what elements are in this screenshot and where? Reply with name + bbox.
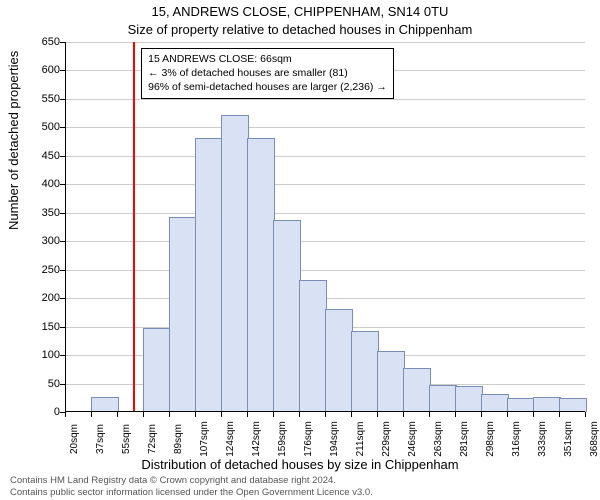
histogram-bar	[169, 217, 197, 412]
x-tick-mark	[455, 412, 456, 417]
y-axis-title: Number of detached properties	[6, 51, 21, 230]
histogram-bar	[559, 398, 587, 412]
histogram-bar	[429, 385, 457, 412]
x-tick-label: 229sqm	[381, 421, 392, 457]
histogram-bar	[325, 309, 353, 412]
x-tick-mark	[403, 412, 404, 417]
y-tick-label: 600	[25, 64, 60, 76]
x-tick-label: 246sqm	[407, 421, 418, 457]
annotation-box: 15 ANDREWS CLOSE: 66sqm← 3% of detached …	[141, 48, 394, 99]
y-tick-label: 650	[25, 36, 60, 48]
annotation-line3: 96% of semi-detached houses are larger (…	[148, 80, 387, 94]
histogram-bar	[403, 368, 431, 412]
x-tick-mark	[429, 412, 430, 417]
x-tick-mark	[273, 412, 274, 417]
annotation-line1: 15 ANDREWS CLOSE: 66sqm	[148, 52, 387, 66]
grid-line	[65, 241, 585, 242]
histogram-bar	[273, 220, 301, 412]
footer-line1: Contains HM Land Registry data © Crown c…	[10, 475, 336, 486]
x-tick-label: 20sqm	[69, 424, 80, 454]
histogram-bar	[481, 394, 509, 412]
histogram-bar	[507, 398, 535, 412]
x-tick-mark	[325, 412, 326, 417]
histogram-bar	[533, 397, 561, 412]
x-tick-mark	[585, 412, 586, 417]
histogram-bar	[91, 397, 119, 412]
x-tick-label: 124sqm	[225, 421, 236, 457]
histogram-bar	[351, 331, 379, 412]
x-tick-mark	[195, 412, 196, 417]
x-tick-mark	[91, 412, 92, 417]
x-tick-mark	[299, 412, 300, 417]
x-tick-label: 37sqm	[95, 424, 106, 454]
chart-container: 15, ANDREWS CLOSE, CHIPPENHAM, SN14 0TU …	[0, 0, 600, 500]
x-tick-mark	[221, 412, 222, 417]
x-axis-title: Distribution of detached houses by size …	[0, 457, 600, 472]
grid-line	[65, 213, 585, 214]
x-tick-label: 281sqm	[459, 421, 470, 457]
x-tick-label: 298sqm	[485, 421, 496, 457]
x-tick-label: 194sqm	[329, 421, 340, 457]
grid-line	[65, 270, 585, 271]
histogram-bar	[195, 138, 223, 412]
histogram-bar	[299, 280, 327, 412]
y-tick-label: 100	[25, 349, 60, 361]
annotation-line2: ← 3% of detached houses are smaller (81)	[148, 66, 387, 80]
x-tick-label: 211sqm	[355, 422, 366, 457]
y-tick-label: 500	[25, 121, 60, 133]
y-tick-label: 550	[25, 93, 60, 105]
grid-line	[65, 184, 585, 185]
x-tick-mark	[507, 412, 508, 417]
x-tick-mark	[559, 412, 560, 417]
chart-title-line2: Size of property relative to detached ho…	[0, 22, 600, 37]
y-tick-label: 150	[25, 321, 60, 333]
histogram-bar	[247, 138, 275, 412]
y-tick-label: 0	[25, 406, 60, 418]
grid-line	[65, 127, 585, 128]
x-tick-label: 89sqm	[173, 424, 184, 454]
x-tick-mark	[351, 412, 352, 417]
y-tick-label: 300	[25, 235, 60, 247]
histogram-bar	[455, 386, 483, 412]
histogram-bar	[221, 115, 249, 412]
x-tick-label: 316sqm	[511, 421, 522, 457]
x-tick-mark	[481, 412, 482, 417]
x-axis-line	[65, 411, 585, 412]
x-tick-mark	[169, 412, 170, 417]
y-tick-label: 250	[25, 264, 60, 276]
x-tick-label: 351sqm	[563, 421, 574, 457]
grid-line	[65, 99, 585, 100]
histogram-bar	[143, 328, 171, 412]
chart-title-line1: 15, ANDREWS CLOSE, CHIPPENHAM, SN14 0TU	[0, 4, 600, 19]
footer-line2: Contains public sector information licen…	[10, 487, 373, 498]
y-tick-label: 400	[25, 178, 60, 190]
y-tick-label: 350	[25, 207, 60, 219]
grid-line	[65, 156, 585, 157]
y-tick-label: 50	[25, 378, 60, 390]
x-tick-label: 142sqm	[251, 421, 262, 457]
x-tick-label: 55sqm	[121, 424, 132, 454]
x-tick-label: 72sqm	[147, 424, 158, 454]
x-tick-mark	[377, 412, 378, 417]
grid-line	[65, 42, 585, 43]
x-tick-label: 107sqm	[199, 421, 210, 457]
x-tick-label: 333sqm	[537, 421, 548, 457]
x-tick-label: 159sqm	[277, 421, 288, 457]
property-marker-line	[133, 42, 135, 412]
x-tick-mark	[533, 412, 534, 417]
x-tick-label: 263sqm	[433, 421, 444, 457]
x-tick-mark	[117, 412, 118, 417]
y-tick-label: 450	[25, 150, 60, 162]
x-tick-label: 176sqm	[303, 421, 314, 457]
plot-area: 15 ANDREWS CLOSE: 66sqm← 3% of detached …	[65, 42, 585, 412]
x-tick-mark	[143, 412, 144, 417]
histogram-bar	[377, 351, 405, 412]
x-tick-label: 368sqm	[589, 421, 600, 457]
x-tick-mark	[247, 412, 248, 417]
x-tick-mark	[65, 412, 66, 417]
y-tick-label: 200	[25, 292, 60, 304]
y-axis-line	[65, 42, 66, 412]
